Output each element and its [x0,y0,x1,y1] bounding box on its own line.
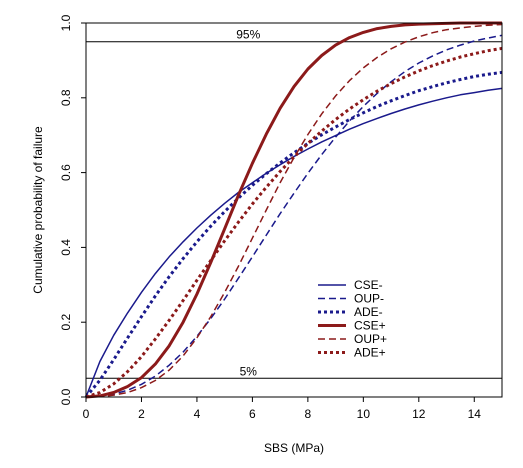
y-tick-label: 0.2 [59,314,73,331]
x-tick-label: 4 [194,407,201,421]
legend-label: OUP- [354,292,384,306]
x-tick-label: 0 [83,407,90,421]
legend-label: OUP+ [354,332,387,346]
series-line [85,23,503,398]
y-axis: 0.0 0.2 0.4 0.6 0.8 1.0 [59,14,86,405]
x-tick-label: 8 [305,407,312,421]
legend-label: ADE- [354,305,383,319]
x-tick-label: 2 [138,407,145,421]
y-tick-label: 0.8 [59,89,73,106]
series-line [84,70,503,398]
series-line [85,46,503,399]
legend-label: ADE+ [354,346,386,360]
legend: CSE-OUP-ADE-CSE+OUP+ADE+ [318,278,387,360]
x-tick-label: 14 [468,407,482,421]
reference-line-label: 95% [236,28,260,42]
x-tick-label: 12 [412,407,426,421]
legend-label: CSE+ [354,319,386,333]
y-tick-label: 0.0 [59,388,73,405]
x-tick-label: 10 [357,407,371,421]
y-tick-label: 1.0 [59,14,73,31]
x-tick-label: 6 [249,407,256,421]
series-line [85,87,503,398]
series-lines [84,21,503,399]
legend-label: CSE- [354,278,383,292]
reference-lines: 95% 5% [86,28,502,379]
y-tick-label: 0.6 [59,164,73,181]
y-axis-label: Cumulative probability of failure [31,126,45,294]
reference-line-label: 5% [240,364,258,378]
x-axis-label: SBS (MPa) [264,441,324,455]
series-line [85,34,503,398]
series-line [85,21,502,399]
y-tick-label: 0.4 [59,239,73,256]
plot-frame [85,22,503,398]
x-axis: 0 2 4 6 8 10 12 14 [83,397,482,421]
